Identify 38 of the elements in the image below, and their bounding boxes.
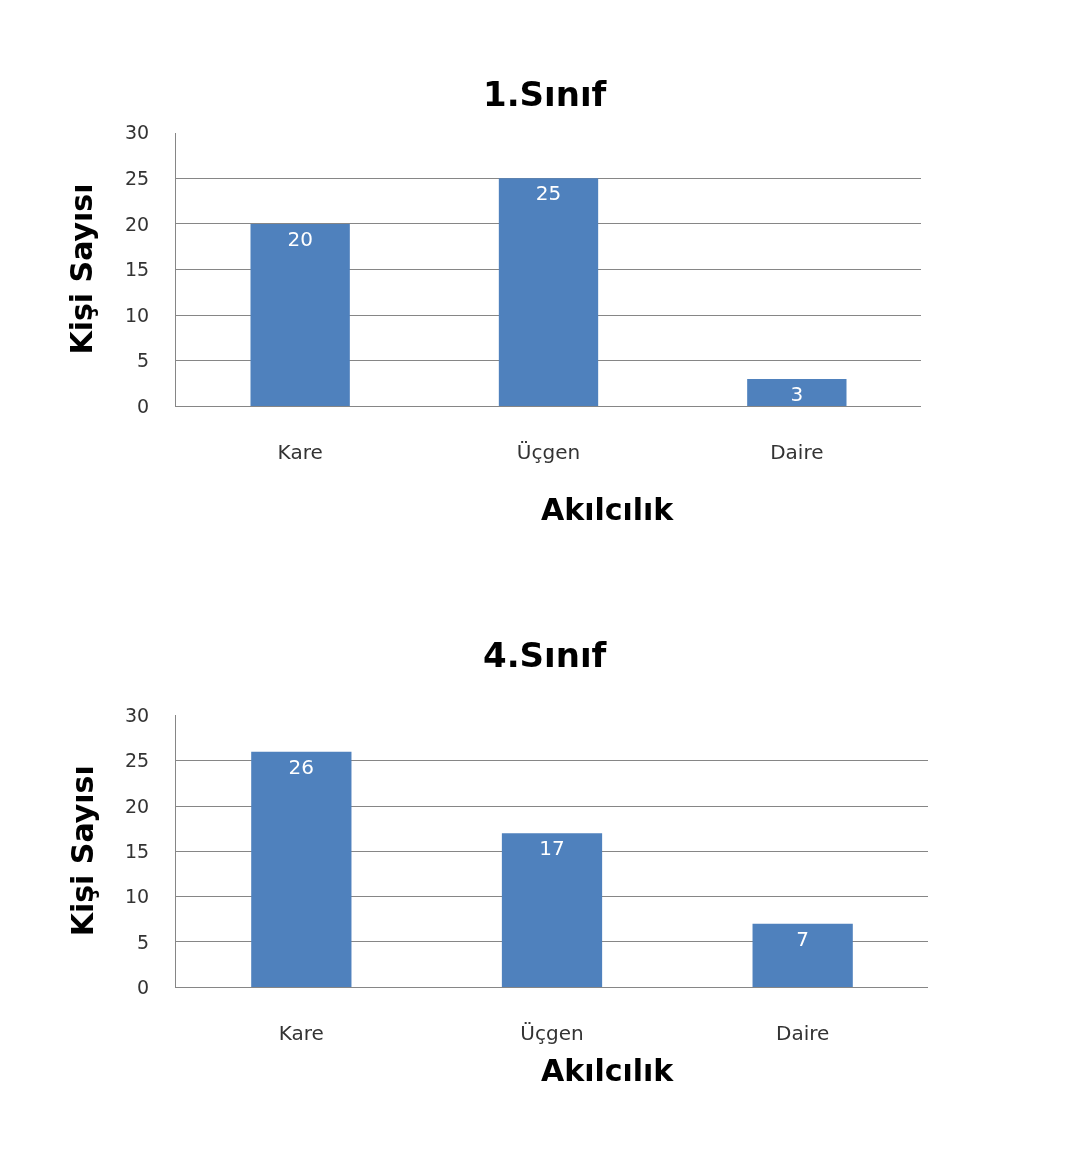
data-label: 25 — [535, 181, 562, 206]
y-tick-label: 25 — [125, 166, 150, 189]
bar — [501, 833, 603, 988]
x-tick-label: Kare — [278, 1021, 324, 1046]
y-tick-label: 15 — [125, 839, 150, 862]
y-tick-label: 10 — [125, 885, 150, 908]
data-label: 3 — [790, 382, 804, 407]
x-tick-label: Daire — [770, 440, 824, 465]
bar — [752, 923, 853, 988]
y-tick-label: 5 — [137, 349, 150, 372]
data-label: 7 — [796, 926, 810, 951]
x-tick-label: Daire — [776, 1021, 830, 1046]
y-tick-label: 0 — [137, 395, 150, 418]
data-label: 17 — [539, 836, 565, 861]
y-tick-label: 5 — [137, 930, 150, 953]
x-axis-title: Akılcılık — [541, 1053, 675, 1088]
y-tick-label: 20 — [125, 212, 150, 235]
x-tick-label: Üçgen — [516, 440, 581, 465]
y-tick-label: 15 — [125, 258, 150, 281]
bar — [498, 178, 599, 407]
y-tick-label: 20 — [125, 794, 150, 817]
data-label: 20 — [287, 226, 313, 251]
y-tick-label: 25 — [125, 749, 150, 772]
chart-title: 4.Sınıf — [483, 635, 608, 675]
y-tick-label: 10 — [125, 303, 150, 326]
x-tick-label: Üçgen — [520, 1021, 584, 1046]
bar — [747, 379, 847, 407]
data-label: 26 — [288, 754, 315, 779]
chart-title: 1.Sınıf — [483, 74, 608, 114]
bar — [250, 223, 350, 407]
y-tick-label: 0 — [137, 975, 150, 998]
y-axis-title: Kişi Sayısı — [64, 765, 100, 937]
y-tick-label: 30 — [125, 704, 150, 727]
x-tick-label: Kare — [277, 440, 323, 465]
y-tick-label: 30 — [125, 121, 150, 144]
x-axis-title: Akılcılık — [541, 492, 675, 527]
bar — [251, 751, 352, 988]
y-axis-title: Kişi Sayısı — [64, 183, 100, 355]
